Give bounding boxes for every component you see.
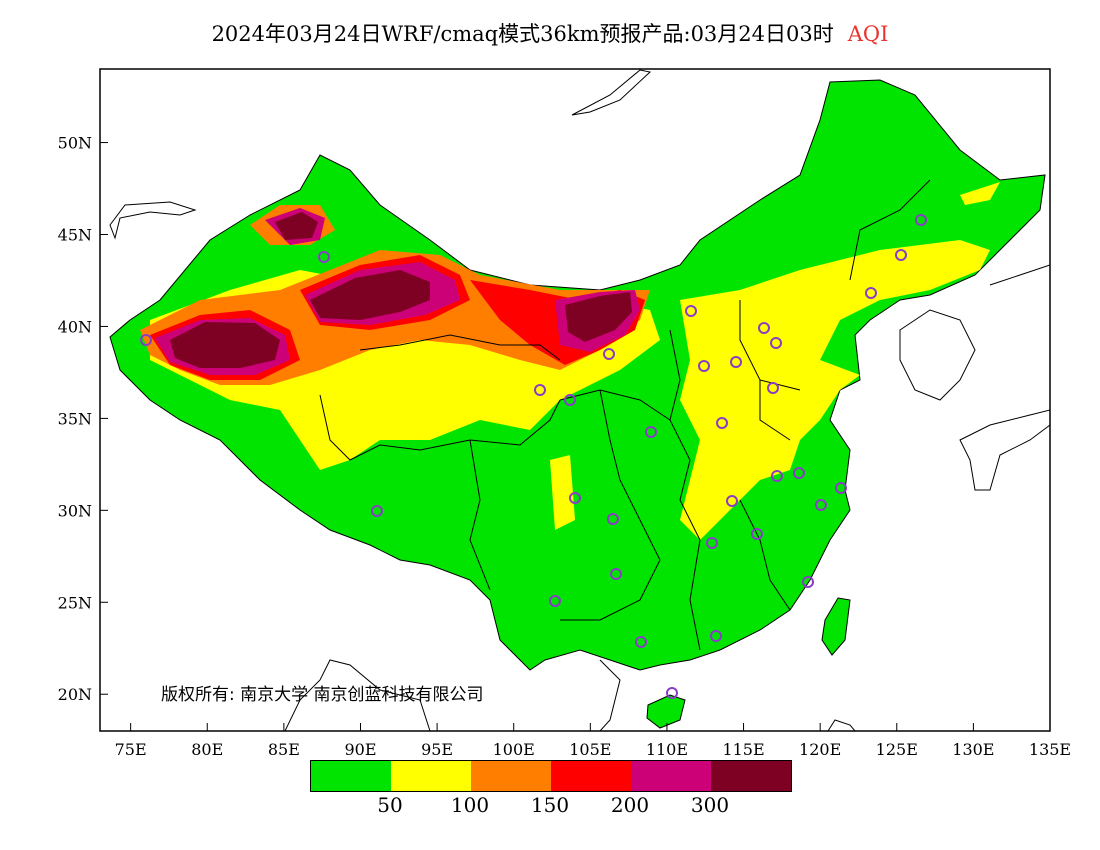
station-marker — [751, 528, 763, 540]
lon-tick-label: 105E — [569, 740, 611, 759]
station-marker — [915, 214, 927, 226]
colorbar-label: 200 — [610, 793, 650, 817]
title-main: 2024年03月24日WRF/cmaq模式36km预报产品:03月24日03时 — [211, 22, 834, 46]
station-marker — [140, 334, 152, 346]
station-marker — [726, 495, 738, 507]
province-boundaries — [319, 179, 931, 651]
station-marker — [802, 576, 814, 588]
station-marker — [770, 337, 782, 349]
lon-tick-label: 125E — [876, 740, 918, 759]
lat-tick-label: 45N — [58, 226, 92, 245]
colorbar-label: 50 — [377, 793, 403, 817]
lon-tick-label: 75E — [115, 740, 147, 759]
lon-tick-label: 110E — [646, 740, 688, 759]
map-frame — [99, 68, 1051, 732]
colorbar-segment — [471, 761, 551, 791]
station-marker — [318, 251, 330, 263]
station-marker — [767, 382, 779, 394]
station-marker — [610, 568, 622, 580]
neighbor-coastlines — [109, 69, 1050, 731]
lat-tick-label: 25N — [58, 593, 92, 612]
station-marker — [730, 356, 742, 368]
station-marker — [603, 348, 615, 360]
colorbar-segment — [631, 761, 711, 791]
colorbar-label: 150 — [530, 793, 570, 817]
lon-tick-label: 120E — [799, 740, 841, 759]
station-marker — [758, 322, 770, 334]
station-marker — [569, 492, 581, 504]
station-marker — [607, 513, 619, 525]
colorbar-segment — [391, 761, 471, 791]
lat-tick-label: 35N — [58, 409, 92, 428]
hainan-island — [646, 694, 686, 729]
lon-tick-label: 95E — [421, 740, 453, 759]
copyright-text: 版权所有: 南京大学 南京创蓝科技有限公司 — [161, 685, 484, 705]
aqi-colorbar — [310, 760, 792, 792]
lat-tick-label: 50N — [58, 134, 92, 153]
station-marker — [698, 360, 710, 372]
map-title: 2024年03月24日WRF/cmaq模式36km预报产品:03月24日03时 A… — [0, 18, 1100, 48]
station-marker — [710, 630, 722, 642]
longitude-axis: 75E 80E 85E 90E 95E 100E 105E 110E 115E 120E 125E 1… — [115, 723, 1071, 759]
lat-tick-label: 40N — [58, 317, 92, 336]
station-marker — [549, 595, 561, 607]
station-marker — [793, 467, 805, 479]
lon-tick-label: 100E — [493, 740, 535, 759]
station-marker — [685, 305, 697, 317]
aqi-maroon-zones — [170, 212, 632, 368]
station-marker — [895, 249, 907, 261]
station-marker — [835, 482, 847, 494]
lat-tick-label: 30N — [58, 501, 92, 520]
station-marker — [716, 417, 728, 429]
station-marker — [635, 636, 647, 648]
station-marker — [534, 384, 546, 396]
latitude-axis: 50N 45N 40N 35N 30N 25N 20N — [58, 134, 108, 704]
title-variable: AQI — [847, 22, 889, 46]
colorbar-segment — [551, 761, 631, 791]
station-marker — [666, 687, 678, 699]
station-marker — [371, 505, 383, 517]
colorbar-label: 100 — [450, 793, 490, 817]
lon-tick-label: 90E — [344, 740, 376, 759]
colorbar-label: 300 — [690, 793, 730, 817]
station-marker — [645, 426, 657, 438]
colorbar-segment — [711, 761, 791, 791]
station-marker — [771, 470, 783, 482]
lon-tick-label: 85E — [268, 740, 300, 759]
colorbar-segment — [311, 761, 391, 791]
station-marker — [564, 394, 576, 406]
lon-tick-label: 115E — [722, 740, 764, 759]
station-marker — [706, 537, 718, 549]
station-marker — [865, 287, 877, 299]
lon-tick-label: 135E — [1029, 740, 1071, 759]
map-content — [109, 69, 1050, 731]
lon-tick-label: 80E — [191, 740, 223, 759]
station-marker — [815, 499, 827, 511]
station-markers — [140, 214, 927, 699]
taiwan-island — [821, 597, 851, 656]
lon-tick-label: 130E — [952, 740, 994, 759]
lat-tick-label: 20N — [58, 685, 92, 704]
